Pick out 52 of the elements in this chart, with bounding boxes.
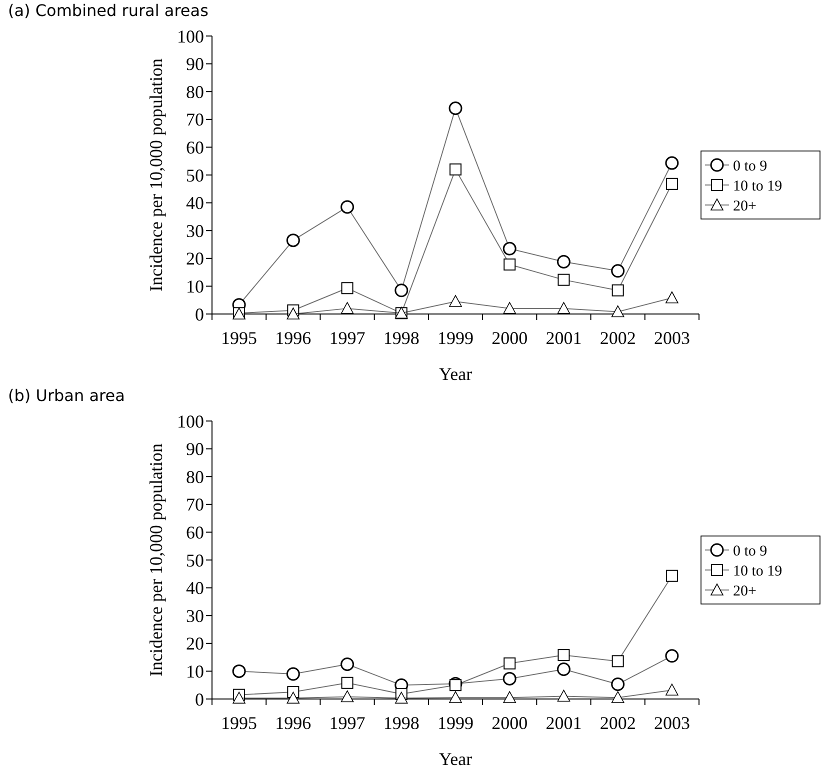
y-tick-label: 30 — [186, 220, 204, 241]
legend-label: 20+ — [733, 583, 756, 600]
y-tick-label: 80 — [186, 466, 204, 487]
x-tick-label: 2000 — [492, 713, 528, 733]
y-tick-label: 80 — [186, 82, 204, 102]
y-tick-label: 20 — [186, 634, 204, 654]
x-tick-label: 1995 — [221, 328, 258, 348]
y-tick-label: 100 — [177, 411, 204, 432]
x-tick-label: 2003 — [654, 713, 690, 733]
x-tick-label: 1998 — [383, 713, 420, 733]
y-tick-label: 10 — [186, 276, 204, 296]
x-tick-label: 1999 — [438, 713, 474, 733]
x-tick-label: 2001 — [546, 328, 582, 348]
y-tick-label: 40 — [186, 193, 204, 214]
y-tick-label: 70 — [186, 110, 204, 130]
y-tick-label: 60 — [186, 522, 204, 542]
y-tick-label: 20 — [186, 248, 204, 269]
legend-label: 0 to 9 — [733, 543, 768, 560]
x-tick-label: 1996 — [275, 713, 312, 733]
x-tick-label: 1996 — [275, 328, 312, 348]
chart-title: (a) Combined rural areas — [8, 1, 208, 20]
y-tick-label: 0 — [195, 689, 204, 710]
y-tick-label: 50 — [186, 550, 204, 570]
x-tick-label: 2002 — [600, 713, 636, 733]
y-tick-label: 90 — [186, 439, 204, 460]
x-tick-label: 1995 — [221, 713, 258, 733]
y-tick-label: 40 — [186, 578, 204, 598]
x-tick-label: 1999 — [438, 328, 474, 348]
y-tick-label: 100 — [177, 26, 204, 46]
y-tick-label: 60 — [186, 138, 204, 158]
x-tick-label: 2002 — [600, 328, 636, 348]
legend-label: 0 to 9 — [733, 158, 768, 174]
x-tick-label: 1997 — [329, 328, 366, 348]
y-tick-label: 10 — [186, 662, 204, 682]
text: (b) Urban area — [8, 386, 125, 405]
x-tick-label: 1997 — [329, 713, 366, 733]
y-tick-label: 90 — [186, 54, 204, 74]
y-axis-title: Incidence per 10,000 population — [146, 58, 166, 292]
y-tick-label: 30 — [186, 606, 204, 626]
legend-label: 10 to 19 — [733, 563, 782, 580]
x-tick-label: 2003 — [654, 328, 690, 348]
x-axis-title: Year — [438, 364, 472, 384]
legend-label: 10 to 19 — [733, 178, 782, 194]
x-tick-label: 2001 — [546, 713, 582, 733]
y-tick-label: 50 — [186, 165, 204, 186]
x-axis-title: Year — [438, 749, 472, 769]
legend-label: 20+ — [733, 198, 756, 214]
y-tick-label: 70 — [186, 494, 204, 515]
x-tick-label: 2000 — [492, 328, 528, 348]
y-axis-title: Incidence per 10,000 population — [146, 444, 166, 676]
y-tick-label: 0 — [195, 304, 204, 324]
x-tick-label: 1998 — [383, 328, 420, 348]
